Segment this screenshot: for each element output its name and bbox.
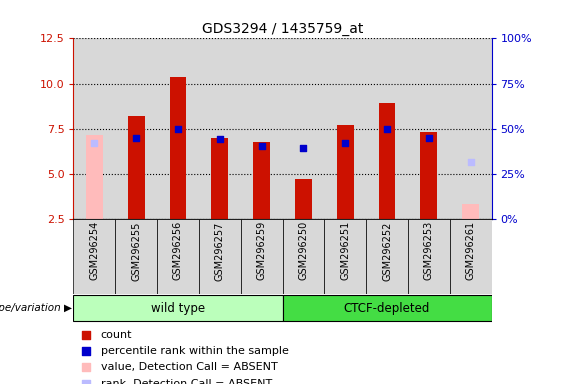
Text: value, Detection Call = ABSENT: value, Detection Call = ABSENT xyxy=(101,362,277,372)
Text: count: count xyxy=(101,329,132,339)
Bar xyxy=(420,132,437,219)
Bar xyxy=(337,125,354,219)
Text: GSM296261: GSM296261 xyxy=(466,221,476,280)
Bar xyxy=(450,38,492,219)
Bar xyxy=(324,38,366,219)
Bar xyxy=(366,219,408,294)
Text: wild type: wild type xyxy=(151,302,205,314)
Bar xyxy=(241,219,282,294)
Bar xyxy=(199,38,241,219)
Text: GSM296254: GSM296254 xyxy=(89,221,99,280)
Bar xyxy=(115,38,157,219)
Bar xyxy=(366,38,408,219)
Bar xyxy=(86,135,103,219)
Bar xyxy=(199,219,241,294)
Point xyxy=(257,143,266,149)
Bar xyxy=(157,38,199,219)
Point xyxy=(173,126,182,132)
Text: GSM296256: GSM296256 xyxy=(173,221,183,280)
Bar xyxy=(73,38,115,219)
Bar xyxy=(282,38,324,219)
Point xyxy=(215,136,224,142)
Point xyxy=(299,146,308,152)
Point xyxy=(81,331,90,338)
Text: GSM296255: GSM296255 xyxy=(131,221,141,280)
Point xyxy=(132,135,141,141)
Bar xyxy=(282,219,324,294)
Point xyxy=(81,364,90,370)
Text: GSM296257: GSM296257 xyxy=(215,221,225,280)
Point xyxy=(90,140,99,146)
Text: GSM296250: GSM296250 xyxy=(298,221,308,280)
Text: percentile rank within the sample: percentile rank within the sample xyxy=(101,346,289,356)
Bar xyxy=(170,77,186,219)
Bar xyxy=(379,103,395,219)
Text: GSM296252: GSM296252 xyxy=(382,221,392,280)
Text: GSM296253: GSM296253 xyxy=(424,221,434,280)
Bar xyxy=(408,38,450,219)
Bar xyxy=(73,219,115,294)
Bar xyxy=(128,116,145,219)
Title: GDS3294 / 1435759_at: GDS3294 / 1435759_at xyxy=(202,22,363,36)
Bar xyxy=(324,219,366,294)
Point xyxy=(81,348,90,354)
Bar xyxy=(253,142,270,219)
Bar xyxy=(115,219,157,294)
Text: rank, Detection Call = ABSENT: rank, Detection Call = ABSENT xyxy=(101,379,272,384)
Bar xyxy=(282,295,492,321)
Bar xyxy=(462,204,479,219)
Point xyxy=(424,135,433,141)
Bar xyxy=(295,179,312,219)
Bar xyxy=(211,138,228,219)
Point xyxy=(383,126,392,132)
Bar xyxy=(157,219,199,294)
Text: genotype/variation ▶: genotype/variation ▶ xyxy=(0,303,72,313)
Bar xyxy=(408,219,450,294)
Point xyxy=(81,381,90,384)
Bar xyxy=(241,38,282,219)
Text: GSM296259: GSM296259 xyxy=(257,221,267,280)
Point xyxy=(466,159,475,165)
Text: GSM296251: GSM296251 xyxy=(340,221,350,280)
Text: CTCF-depleted: CTCF-depleted xyxy=(344,302,430,314)
Point xyxy=(341,140,350,146)
Bar xyxy=(450,219,492,294)
Bar xyxy=(73,295,282,321)
